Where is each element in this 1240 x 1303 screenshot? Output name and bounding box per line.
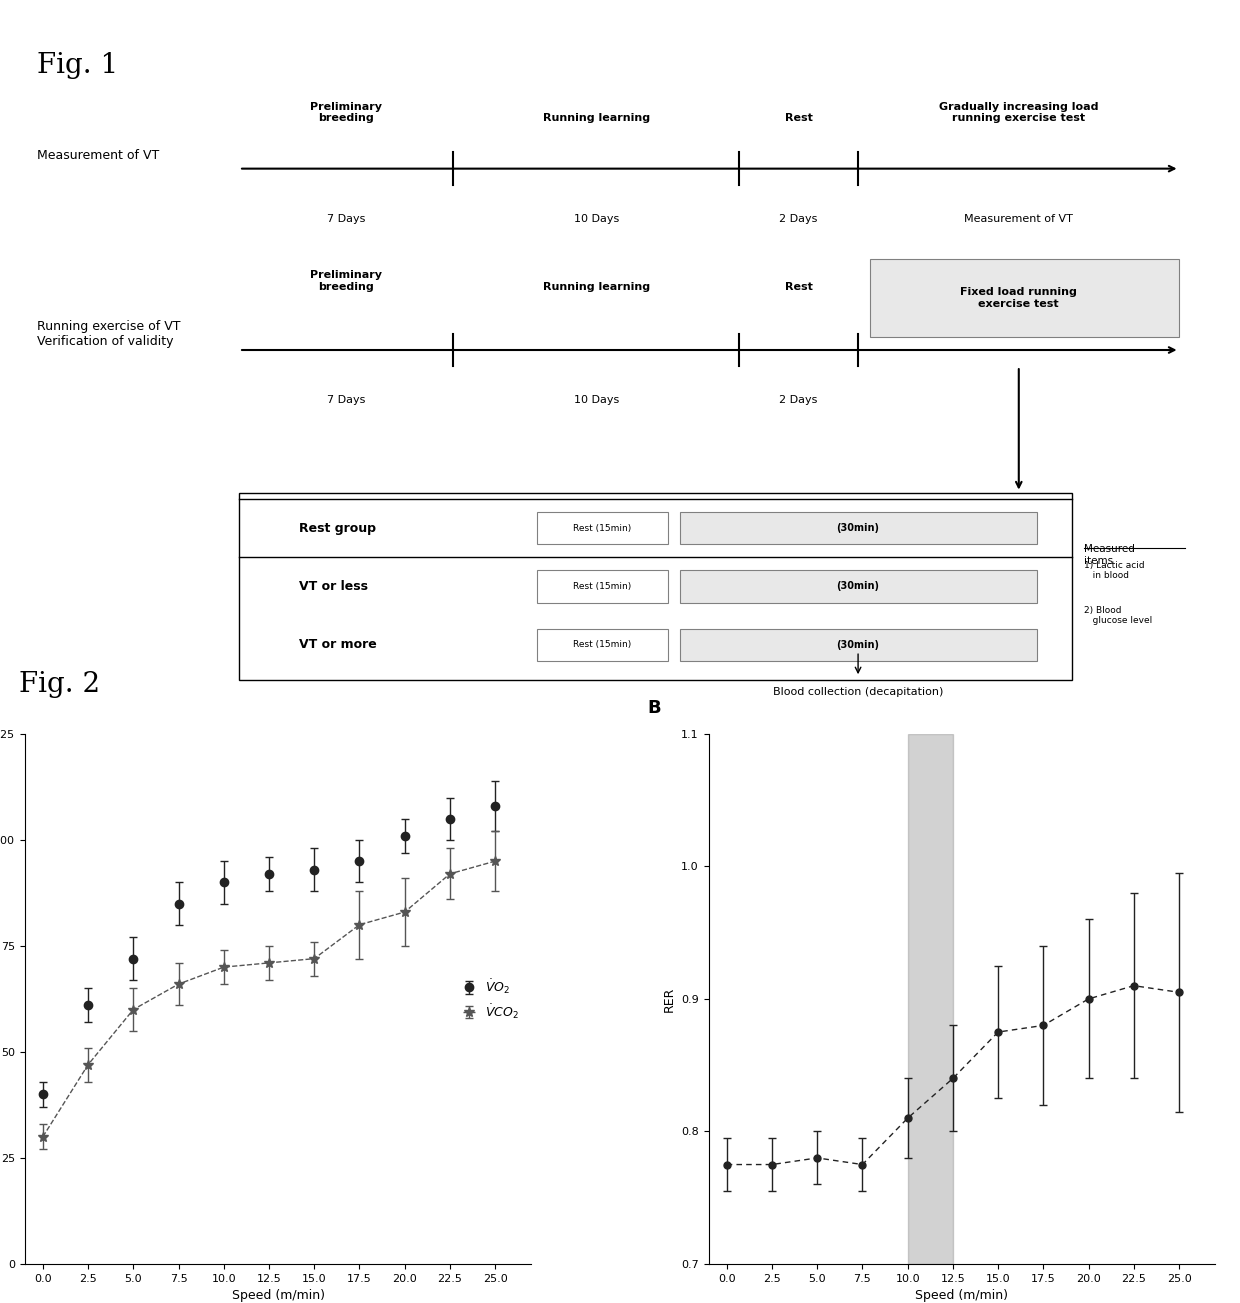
Text: Preliminary
breeding: Preliminary breeding	[310, 102, 382, 124]
X-axis label: Speed (m/min): Speed (m/min)	[232, 1289, 325, 1302]
Text: Rest group: Rest group	[299, 521, 376, 534]
Text: Preliminary
breeding: Preliminary breeding	[310, 270, 382, 292]
Text: Running learning: Running learning	[543, 281, 650, 292]
Text: VT or less: VT or less	[299, 580, 367, 593]
Legend: $\dot{V}O_2$, $\dot{V}CO_2$: $\dot{V}O_2$, $\dot{V}CO_2$	[456, 971, 525, 1027]
Text: 2 Days: 2 Days	[780, 395, 817, 405]
Text: 7 Days: 7 Days	[327, 395, 366, 405]
Text: Running learning: Running learning	[543, 113, 650, 124]
FancyBboxPatch shape	[239, 493, 1073, 680]
Text: Rest: Rest	[785, 281, 812, 292]
Text: 1) Lactic acid
   in blood: 1) Lactic acid in blood	[1084, 560, 1145, 580]
Text: (30min): (30min)	[837, 523, 879, 533]
FancyBboxPatch shape	[537, 571, 667, 602]
Text: Rest (15min): Rest (15min)	[573, 640, 631, 649]
FancyBboxPatch shape	[537, 628, 667, 661]
FancyBboxPatch shape	[680, 571, 1037, 602]
Text: 2 Days: 2 Days	[780, 214, 817, 224]
Text: Rest (15min): Rest (15min)	[573, 524, 631, 533]
Text: (30min): (30min)	[837, 640, 879, 650]
Text: Fig. 2: Fig. 2	[19, 671, 99, 698]
Text: Measurement of VT: Measurement of VT	[965, 214, 1074, 224]
Text: 7 Days: 7 Days	[327, 214, 366, 224]
Text: 10 Days: 10 Days	[574, 395, 619, 405]
Text: B: B	[647, 698, 661, 717]
Text: 10 Days: 10 Days	[574, 214, 619, 224]
Text: Fig. 1: Fig. 1	[37, 52, 118, 79]
Text: VT or more: VT or more	[299, 638, 377, 652]
FancyBboxPatch shape	[680, 628, 1037, 661]
FancyBboxPatch shape	[680, 512, 1037, 545]
FancyBboxPatch shape	[537, 512, 667, 545]
Text: (30min): (30min)	[837, 581, 879, 592]
Text: Running exercise of VT
Verification of validity: Running exercise of VT Verification of v…	[37, 319, 180, 348]
Bar	[908, 734, 952, 1264]
Text: Measured
items: Measured items	[1084, 545, 1135, 566]
FancyBboxPatch shape	[870, 259, 1179, 337]
Text: Rest: Rest	[785, 113, 812, 124]
Text: Measurement of VT: Measurement of VT	[37, 149, 159, 162]
Y-axis label: RER: RER	[662, 986, 676, 1011]
Text: Blood collection (decapitation): Blood collection (decapitation)	[773, 687, 944, 697]
Text: Fixed load running
exercise test: Fixed load running exercise test	[960, 288, 1078, 309]
Text: 2) Blood
   glucose level: 2) Blood glucose level	[1084, 606, 1152, 625]
Text: Rest (15min): Rest (15min)	[573, 582, 631, 592]
Text: Gradually increasing load
running exercise test: Gradually increasing load running exerci…	[939, 102, 1099, 124]
X-axis label: Speed (m/min): Speed (m/min)	[915, 1289, 1008, 1302]
